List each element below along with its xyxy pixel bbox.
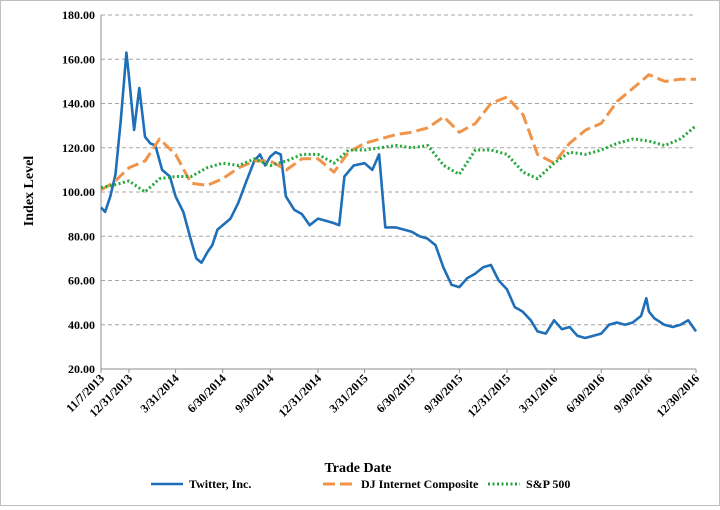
x-tick-label: 6/30/2015 xyxy=(374,371,418,415)
y-axis-title: Index Level xyxy=(22,156,37,227)
y-tick-label: 100.00 xyxy=(62,185,95,199)
legend-label: DJ Internet Composite xyxy=(361,477,479,491)
series-line-1 xyxy=(100,73,696,192)
x-tick-label: 12/30/2016 xyxy=(654,371,703,420)
x-axis-title: Trade Date xyxy=(325,461,392,476)
legend-label: S&P 500 xyxy=(526,477,570,491)
x-tick-label: 3/31/2016 xyxy=(516,371,560,415)
x-tick-label: 6/30/2014 xyxy=(184,371,228,415)
x-tick-label: 6/30/2016 xyxy=(563,371,607,415)
y-tick-label: 160.00 xyxy=(62,52,95,66)
x-tick-label: 3/31/2015 xyxy=(326,371,370,415)
x-tick-label: 9/30/2014 xyxy=(232,371,276,415)
series-line-0 xyxy=(100,51,698,340)
y-tick-label: 80.00 xyxy=(68,229,95,243)
x-tick-label: 9/30/2015 xyxy=(421,371,465,415)
x-tick-label: 12/31/2015 xyxy=(465,371,514,420)
x-tick-label: 9/30/2016 xyxy=(611,371,655,415)
y-tick-label: 120.00 xyxy=(62,141,95,155)
y-tick-label: 20.00 xyxy=(68,362,95,376)
y-tick-label: 140.00 xyxy=(62,97,95,111)
y-tick-label: 40.00 xyxy=(68,318,95,332)
y-tick-label: 60.00 xyxy=(68,274,95,288)
y-tick-label: 180.00 xyxy=(62,8,95,22)
x-tick-label: 3/31/2014 xyxy=(137,371,181,415)
series-lines xyxy=(100,51,698,340)
series-line-2 xyxy=(100,124,697,194)
gridlines xyxy=(100,14,696,370)
legend: Twitter, Inc. DJ Internet Composite S&P 50… xyxy=(151,477,570,491)
x-tick-label: 12/31/2014 xyxy=(276,371,325,420)
y-axis-ticks: 20.00 40.00 60.00 80.00 100.00 120.00 140.00 16… xyxy=(62,8,95,376)
legend-label: Twitter, Inc. xyxy=(189,477,251,491)
